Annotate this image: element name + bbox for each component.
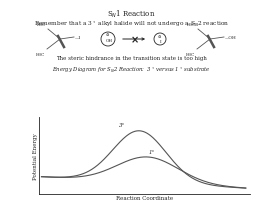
Text: —OH: —OH <box>225 36 237 40</box>
Text: H$_3$C: H$_3$C <box>35 51 46 58</box>
Text: OH: OH <box>105 39 113 43</box>
Text: Remember that a 3$^\circ$ alkyl halide will not undergo a S$_N$2 reaction: Remember that a 3$^\circ$ alkyl halide w… <box>34 19 229 29</box>
Text: H$_3$C: H$_3$C <box>36 21 47 29</box>
X-axis label: Reaction Coordinate: Reaction Coordinate <box>116 195 173 200</box>
Text: H$_3$C: H$_3$C <box>185 51 196 58</box>
Text: S$_N$1 Reaction: S$_N$1 Reaction <box>107 9 156 20</box>
Text: The steric hindrance in the transition state is too high: The steric hindrance in the transition s… <box>56 56 207 61</box>
Text: 3°: 3° <box>119 122 126 127</box>
Y-axis label: Potential Energy: Potential Energy <box>33 132 38 179</box>
Text: 1°: 1° <box>149 149 155 154</box>
Text: H$_3$C: H$_3$C <box>186 21 197 29</box>
Text: Energy Diagram for S$_N$2 Reaction:  3$^\circ$ versus 1$^\circ$ substrate: Energy Diagram for S$_N$2 Reaction: 3$^\… <box>52 66 211 75</box>
Text: $\mathbf{\times}$: $\mathbf{\times}$ <box>129 35 139 45</box>
Text: —I: —I <box>75 36 81 40</box>
Text: $\ominus$: $\ominus$ <box>157 32 162 39</box>
Text: $\ominus$: $\ominus$ <box>105 31 110 38</box>
Text: I: I <box>160 40 161 44</box>
